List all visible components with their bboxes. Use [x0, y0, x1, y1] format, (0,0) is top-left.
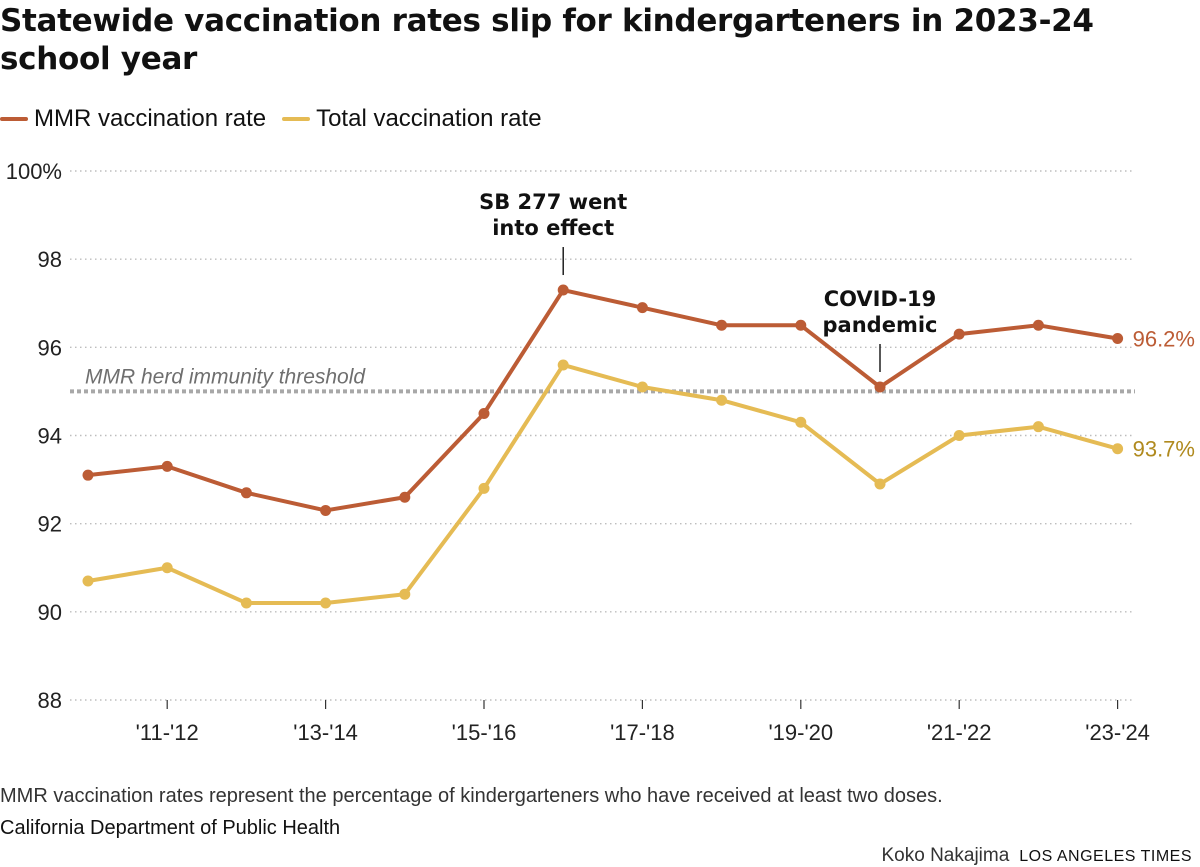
- data-point-total: [953, 430, 965, 441]
- x-tick-label: '19-'20: [768, 720, 833, 745]
- y-tick-label: 94: [38, 424, 62, 449]
- legend-item-total: Total vaccination rate: [282, 105, 542, 133]
- y-tick-label: 96: [38, 335, 62, 360]
- series-line-total: [86, 362, 1120, 606]
- data-point-total: [874, 478, 886, 490]
- annotation-label: SB 277 went: [479, 190, 627, 214]
- author-credit: Koko Nakajima: [881, 845, 1010, 866]
- data-point-mmr: [1032, 319, 1044, 331]
- x-tick-label: '17-'18: [610, 720, 675, 745]
- series-line-mmr: [86, 288, 1120, 513]
- data-point-mmr: [1112, 333, 1124, 345]
- credit: Koko Nakajima LOS ANGELES TIMES: [882, 845, 1193, 867]
- x-tick-label: '11-'12: [136, 720, 199, 745]
- data-point-mmr: [478, 407, 490, 419]
- data-point-mmr: [161, 460, 173, 472]
- x-tick-label: '21-'22: [927, 720, 992, 745]
- threshold-label: MMR herd immunity threshold: [85, 365, 366, 388]
- data-point-mmr: [795, 319, 807, 331]
- annotation-label: COVID-19: [824, 287, 937, 311]
- data-point-total: [82, 575, 94, 587]
- data-point-total: [557, 359, 569, 371]
- data-point-total: [320, 597, 332, 609]
- data-point-mmr: [953, 328, 965, 340]
- data-point-mmr: [557, 284, 569, 296]
- data-point-mmr: [82, 469, 94, 481]
- y-tick-label: 100%: [6, 159, 62, 184]
- data-point-total: [795, 416, 807, 428]
- data-point-total: [399, 588, 411, 600]
- legend-swatch-total: [282, 117, 311, 121]
- y-tick-label: 88: [38, 688, 62, 713]
- data-point-mmr: [716, 319, 728, 331]
- y-tick-label: 92: [38, 512, 62, 537]
- legend-swatch-mmr: [0, 117, 28, 121]
- data-point-mmr: [399, 491, 411, 503]
- data-point-total: [478, 482, 490, 494]
- annotation-label: pandemic: [823, 313, 938, 337]
- end-label-mmr: 96.2%: [1133, 327, 1195, 352]
- data-point-total: [716, 394, 728, 406]
- legend: MMR vaccination rate Total vaccination r…: [0, 102, 558, 136]
- data-point-mmr: [874, 381, 886, 393]
- chart-source: California Department of Public Health: [0, 817, 341, 839]
- data-point-total: [1112, 443, 1124, 455]
- line-chart: 100% 98 96 94 92 90 88 '11-'12 '13-'14 '15-'16 '17…: [6, 159, 1195, 745]
- data-point-total: [240, 597, 252, 609]
- chart-note: MMR vaccination rates represent the perc…: [0, 785, 943, 807]
- data-point-mmr: [636, 302, 648, 314]
- data-point-mmr: [240, 487, 252, 499]
- y-tick-label: 98: [38, 247, 62, 272]
- legend-label-mmr: MMR vaccination rate: [34, 105, 267, 132]
- data-point-mmr: [320, 504, 332, 516]
- data-point-total: [1032, 421, 1044, 433]
- publisher-logo: LOS ANGELES TIMES: [1019, 848, 1192, 865]
- legend-label-total: Total vaccination rate: [316, 105, 542, 132]
- data-point-total: [636, 381, 648, 393]
- y-tick-label: 90: [38, 600, 62, 625]
- data-point-total: [161, 562, 173, 574]
- x-tick-label: '13-'14: [293, 720, 358, 745]
- x-tick-label: '23-'24: [1085, 720, 1150, 745]
- x-tick-label: '15-'16: [452, 720, 517, 745]
- legend-item-mmr: MMR vaccination rate: [0, 105, 266, 133]
- annotation-label: into effect: [492, 216, 614, 240]
- end-label-total: 93.7%: [1133, 437, 1195, 462]
- chart-title: Statewide vaccination rates slip for kin…: [0, 3, 1094, 77]
